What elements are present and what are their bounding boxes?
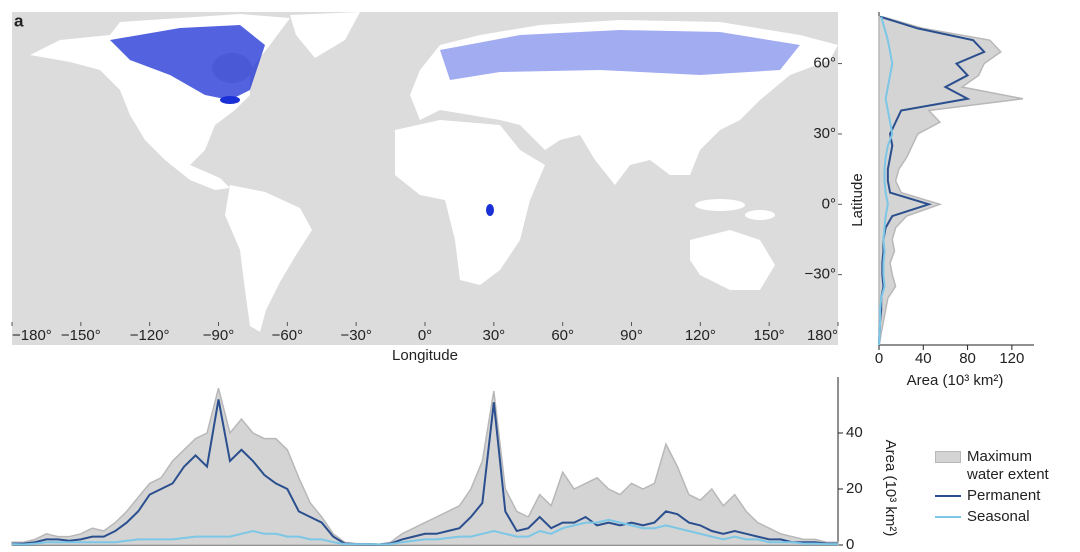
legend-label: Maximum water extent: [967, 448, 1049, 483]
x-tick-label: −90°: [203, 327, 234, 344]
legend-item: Seasonal: [935, 508, 1075, 526]
x-tick-label: 80: [959, 350, 976, 367]
x-tick-label: 90°: [620, 327, 643, 344]
greenland: [290, 12, 360, 58]
y-tick-label: 30°: [813, 125, 836, 142]
map-background: [12, 12, 838, 345]
legend-label: Permanent: [967, 487, 1041, 504]
x-tick-label: 180°: [807, 327, 838, 344]
x-tick-label: −30°: [340, 327, 371, 344]
panel-label: a: [14, 11, 24, 30]
lake: [220, 96, 240, 104]
line: [11, 518, 838, 546]
x-tick-label: 0°: [418, 327, 432, 344]
lake: [486, 204, 494, 216]
x-tick-label: −150°: [61, 327, 101, 344]
islands: [745, 210, 775, 220]
x-tick-label: 60°: [551, 327, 574, 344]
y-tick-label: −30°: [805, 266, 836, 283]
south-america: [225, 185, 312, 332]
canada-water: [110, 25, 265, 100]
x-tick-label: 0: [875, 350, 883, 367]
eurasia: [410, 20, 838, 185]
area: [878, 15, 1024, 346]
line: [12, 399, 838, 546]
y-axis-title: Latitude: [849, 173, 866, 226]
x-tick-label: 40: [915, 350, 932, 367]
legend-swatch: [935, 495, 961, 497]
x-tick-label: −180°: [12, 327, 52, 344]
y-tick-label: 0: [846, 536, 854, 552]
siberia-water: [440, 30, 800, 80]
legend-item: Maximum water extent: [935, 448, 1075, 484]
legend-item: Permanent: [935, 487, 1075, 505]
x-tick-label: 30°: [482, 327, 505, 344]
line: [878, 16, 894, 346]
legend-label: Seasonal: [967, 508, 1030, 525]
legend-swatch: [935, 451, 961, 463]
area: [11, 388, 839, 546]
australia: [690, 230, 775, 290]
x-tick-label: 120°: [685, 327, 716, 344]
x-axis-title: Longitude: [392, 347, 458, 364]
x-tick-label: 150°: [754, 327, 785, 344]
y-axis-title: Area (10³ km²): [882, 440, 899, 537]
legend: Maximum water extent Permanent Seasonal: [935, 448, 1075, 529]
y-tick-label: 20: [846, 480, 863, 497]
x-tick-label: 120: [999, 350, 1024, 367]
x-tick-label: −120°: [130, 327, 170, 344]
legend-swatch: [935, 516, 961, 518]
y-tick-label: 0°: [822, 195, 836, 212]
islands: [695, 199, 745, 211]
x-tick-label: −60°: [272, 327, 303, 344]
x-axis-title: Area (10³ km²): [907, 372, 1004, 389]
y-tick-label: 60°: [813, 55, 836, 72]
africa: [395, 120, 545, 285]
y-tick-label: 40: [846, 424, 863, 441]
